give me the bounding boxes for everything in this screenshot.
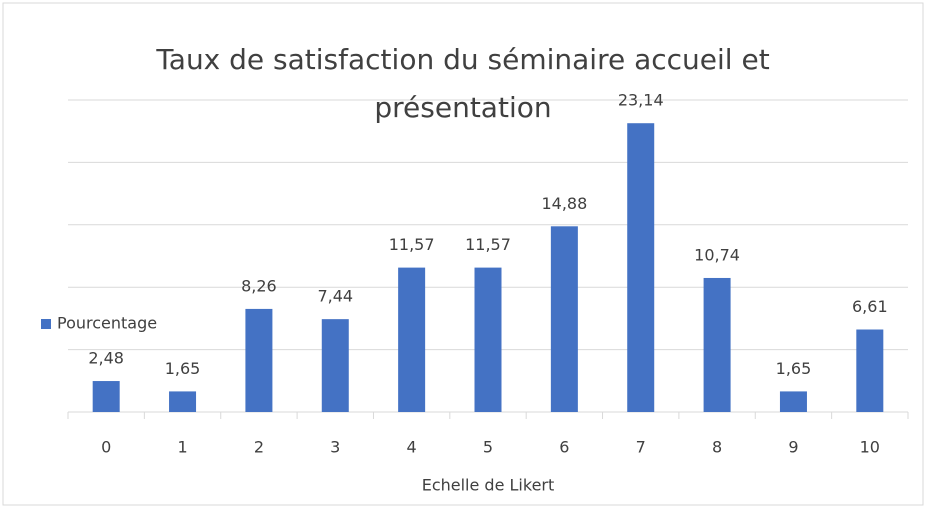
x-tick-label: 1 <box>177 438 187 457</box>
x-tick-label: 10 <box>860 438 880 457</box>
bar <box>627 123 655 412</box>
x-tick-label: 2 <box>254 438 264 457</box>
x-tick-label: 4 <box>407 438 417 457</box>
data-label: 7,44 <box>317 287 353 306</box>
legend-swatch <box>41 319 51 329</box>
bar <box>245 308 273 412</box>
x-tick-label: 6 <box>559 438 569 457</box>
x-tick-label: 7 <box>636 438 646 457</box>
data-label: 23,14 <box>618 91 664 110</box>
data-label: 11,57 <box>389 235 435 254</box>
bar <box>92 381 120 412</box>
bar <box>856 329 884 412</box>
bar <box>550 226 578 412</box>
x-tick-label: 5 <box>483 438 493 457</box>
bar <box>703 277 731 412</box>
data-label: 1,65 <box>165 359 201 378</box>
x-tick-label: 0 <box>101 438 111 457</box>
bar <box>779 391 807 412</box>
data-label: 2,48 <box>88 349 124 368</box>
bar <box>321 319 349 412</box>
data-label: 8,26 <box>241 276 277 295</box>
data-label: 10,74 <box>694 245 740 264</box>
data-label: 11,57 <box>465 235 511 254</box>
legend-label: Pourcentage <box>57 314 157 333</box>
bar <box>398 267 426 412</box>
data-label: 6,61 <box>852 297 888 316</box>
bar <box>169 391 197 412</box>
x-tick-label: 8 <box>712 438 722 457</box>
bar <box>474 267 502 412</box>
x-tick-label: 3 <box>330 438 340 457</box>
x-axis-label: Echelle de Likert <box>422 476 555 495</box>
data-label: 14,88 <box>541 194 587 213</box>
chart-title: Taux de satisfaction du séminaire accuei… <box>156 43 770 124</box>
data-label: 1,65 <box>776 359 812 378</box>
x-tick-label: 9 <box>788 438 798 457</box>
